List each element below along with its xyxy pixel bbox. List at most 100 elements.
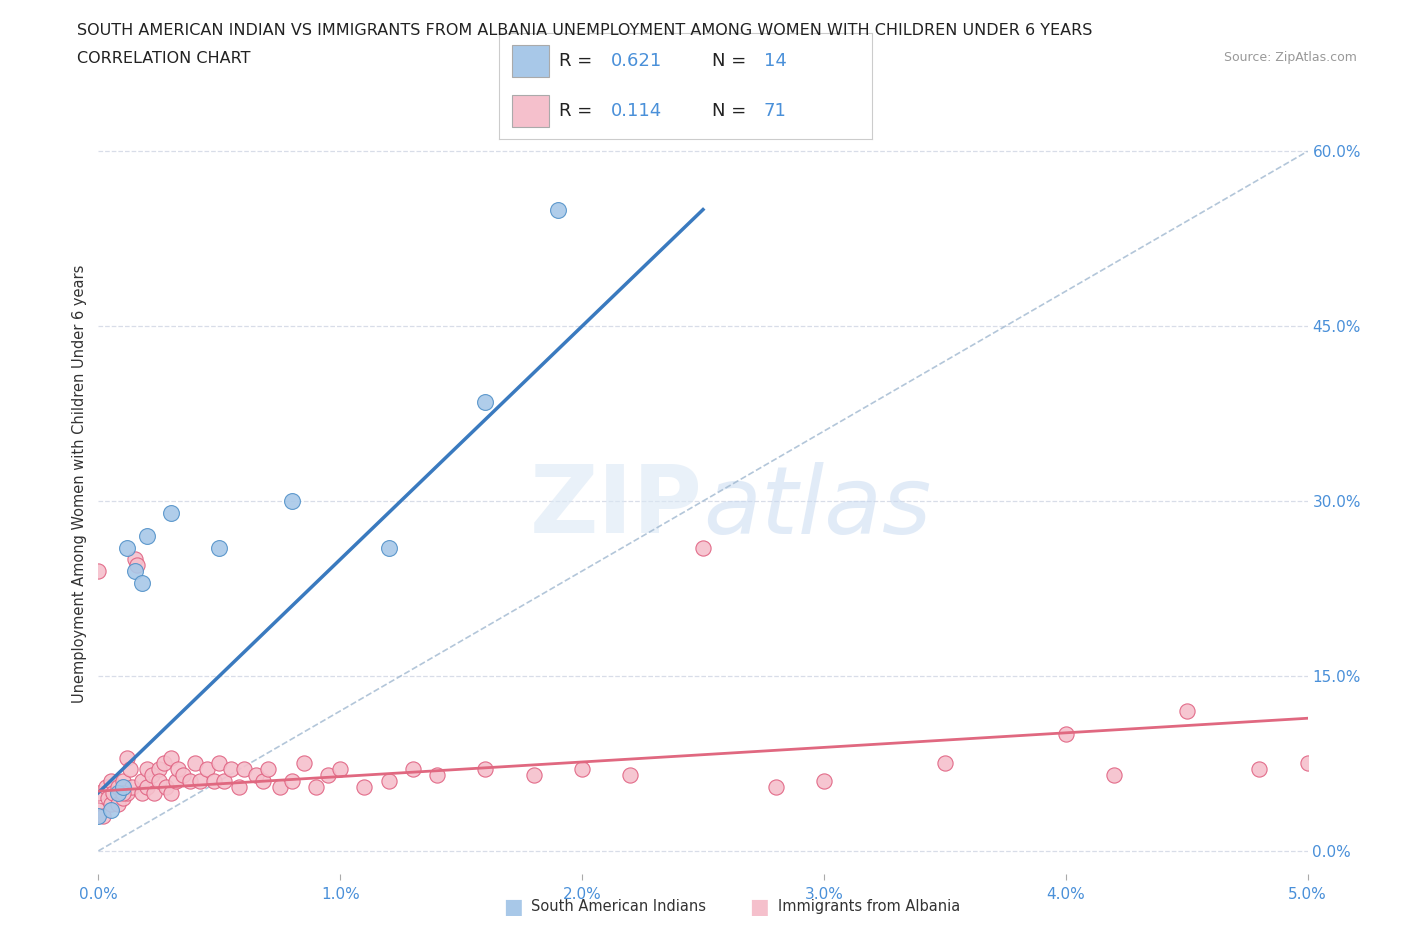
Point <box>100 803 122 817</box>
Point <box>195 762 218 777</box>
Point <box>377 774 399 789</box>
Point <box>148 774 170 789</box>
Point <box>934 756 956 771</box>
Point <box>245 767 267 782</box>
Point <box>474 394 496 409</box>
Point <box>281 774 304 789</box>
Text: atlas: atlas <box>703 461 931 552</box>
Point <box>131 774 153 789</box>
Point <box>124 551 146 566</box>
Point <box>256 762 278 777</box>
Point <box>329 762 352 777</box>
Point <box>118 762 141 777</box>
Bar <box>512 46 550 77</box>
Point <box>135 779 157 794</box>
Point <box>124 564 146 578</box>
Point <box>353 779 375 794</box>
Point <box>188 774 211 789</box>
Point <box>1054 727 1077 742</box>
Point <box>111 774 134 789</box>
Point <box>172 767 194 782</box>
Point <box>111 791 134 806</box>
Point <box>167 762 190 777</box>
Text: SOUTH AMERICAN INDIAN VS IMMIGRANTS FROM ALBANIA UNEMPLOYMENT AMONG WOMEN WITH C: SOUTH AMERICAN INDIAN VS IMMIGRANTS FROM… <box>77 23 1092 38</box>
Point <box>111 779 134 794</box>
Y-axis label: Unemployment Among Women with Children Under 6 years: Unemployment Among Women with Children U… <box>72 264 87 703</box>
Point <box>131 785 153 800</box>
Text: ■: ■ <box>503 897 523 917</box>
Point <box>94 779 117 794</box>
Point <box>91 808 114 823</box>
Text: Source: ZipAtlas.com: Source: ZipAtlas.com <box>1223 51 1357 64</box>
Point <box>107 797 129 812</box>
Point <box>160 751 183 765</box>
Point <box>148 762 170 777</box>
Text: 0.621: 0.621 <box>612 52 662 71</box>
Text: N =: N = <box>711 52 751 71</box>
Text: ■: ■ <box>749 897 769 917</box>
Point <box>305 779 328 794</box>
Point <box>228 779 250 794</box>
Point <box>179 774 201 789</box>
Point <box>184 756 207 771</box>
Point <box>1249 762 1271 777</box>
Point <box>1296 756 1319 771</box>
Point <box>87 803 110 817</box>
Point <box>281 494 304 509</box>
Point <box>692 540 714 555</box>
Point <box>131 576 153 591</box>
Point <box>152 756 174 771</box>
Point <box>100 774 122 789</box>
Point <box>160 505 183 520</box>
Point <box>121 779 143 794</box>
Bar <box>512 95 550 126</box>
Point <box>117 751 139 765</box>
Point <box>523 767 546 782</box>
Point <box>107 785 129 800</box>
Point <box>143 785 166 800</box>
Text: Immigrants from Albania: Immigrants from Albania <box>778 899 960 914</box>
Point <box>127 558 149 573</box>
Point <box>111 785 134 800</box>
Point <box>87 808 110 823</box>
Text: 14: 14 <box>763 52 786 71</box>
Point <box>571 762 593 777</box>
Point <box>165 774 187 789</box>
Point <box>619 767 641 782</box>
Point <box>252 774 274 789</box>
Point <box>117 785 139 800</box>
Point <box>813 774 835 789</box>
Point <box>204 774 226 789</box>
Point <box>292 756 315 771</box>
Point <box>117 540 139 555</box>
Point <box>474 762 496 777</box>
Point <box>765 779 787 794</box>
Point <box>377 540 399 555</box>
Point <box>97 791 120 806</box>
Point <box>135 762 157 777</box>
Point <box>141 767 163 782</box>
Point <box>232 762 254 777</box>
Point <box>100 797 122 812</box>
Point <box>212 774 235 789</box>
Text: R =: R = <box>558 101 598 120</box>
Point <box>208 756 231 771</box>
Point <box>269 779 291 794</box>
Text: South American Indians: South American Indians <box>531 899 706 914</box>
Point <box>87 785 110 800</box>
Text: R =: R = <box>558 52 598 71</box>
Point <box>107 779 129 794</box>
Text: 0.114: 0.114 <box>612 101 662 120</box>
Text: 71: 71 <box>763 101 786 120</box>
Point <box>1175 703 1198 718</box>
Point <box>208 540 231 555</box>
Point <box>547 202 569 217</box>
Point <box>160 785 183 800</box>
Point <box>87 564 110 578</box>
Text: N =: N = <box>711 101 751 120</box>
Point <box>155 779 177 794</box>
Point <box>221 762 243 777</box>
Text: ZIP: ZIP <box>530 461 703 553</box>
Point <box>135 528 157 543</box>
Text: CORRELATION CHART: CORRELATION CHART <box>77 51 250 66</box>
